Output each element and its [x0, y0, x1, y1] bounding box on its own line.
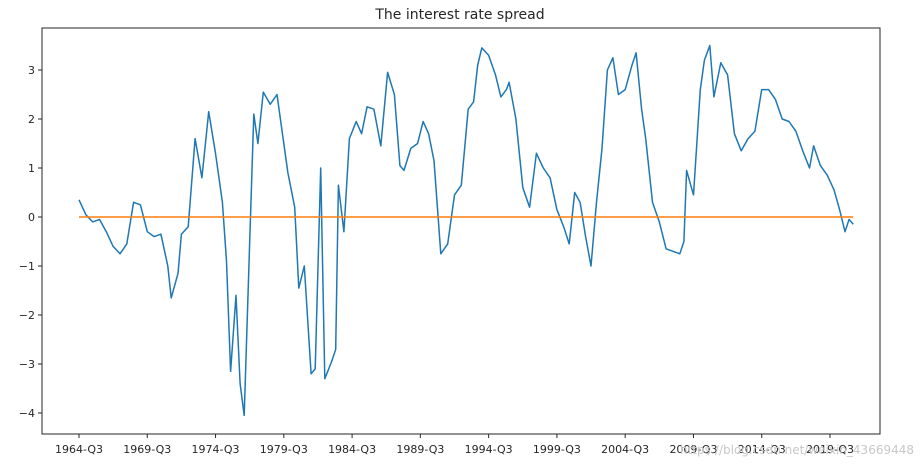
- plot-frame: [41, 27, 881, 435]
- x-tick-label: 1974-Q3: [192, 443, 240, 456]
- y-tick-label: −4: [19, 407, 35, 420]
- y-tick-label: −2: [19, 309, 35, 322]
- y-tick-label: −1: [19, 260, 35, 273]
- x-axis: 1964-Q3 1969-Q3 1974-Q3 1979-Q3 1984-Q3 1989-…: [55, 434, 854, 456]
- x-tick-label: 1994-Q3: [465, 443, 513, 456]
- y-tick-label: 3: [28, 64, 35, 77]
- chart-title: The interest rate spread: [374, 7, 544, 23]
- x-tick-label: 1964-Q3: [55, 443, 103, 456]
- plot-lines: [78, 44, 854, 417]
- x-tick-label: 2004-Q3: [601, 443, 649, 456]
- x-tick-label: 1969-Q3: [123, 443, 171, 456]
- y-axis: 3 2 1 0 −1 −2 −3 −4: [19, 64, 42, 420]
- y-tick-label: 0: [28, 211, 35, 224]
- x-tick-label: 1979-Q3: [260, 443, 308, 456]
- x-tick-label: 1989-Q3: [396, 443, 444, 456]
- y-tick-label: −3: [19, 358, 35, 371]
- x-tick-label: 2019-Q3: [806, 443, 854, 456]
- x-tick-label: 2014-Q3: [738, 443, 786, 456]
- y-tick-label: 2: [28, 113, 35, 126]
- x-tick-label: 1984-Q3: [328, 443, 376, 456]
- x-tick-label: 1999-Q3: [533, 443, 581, 456]
- series-line-1: [78, 44, 854, 417]
- x-tick-label: 2009-Q3: [669, 443, 717, 456]
- y-tick-label: 1: [28, 162, 35, 175]
- watermark: https://blog.csdn.net/weixin_43669448: [680, 443, 914, 457]
